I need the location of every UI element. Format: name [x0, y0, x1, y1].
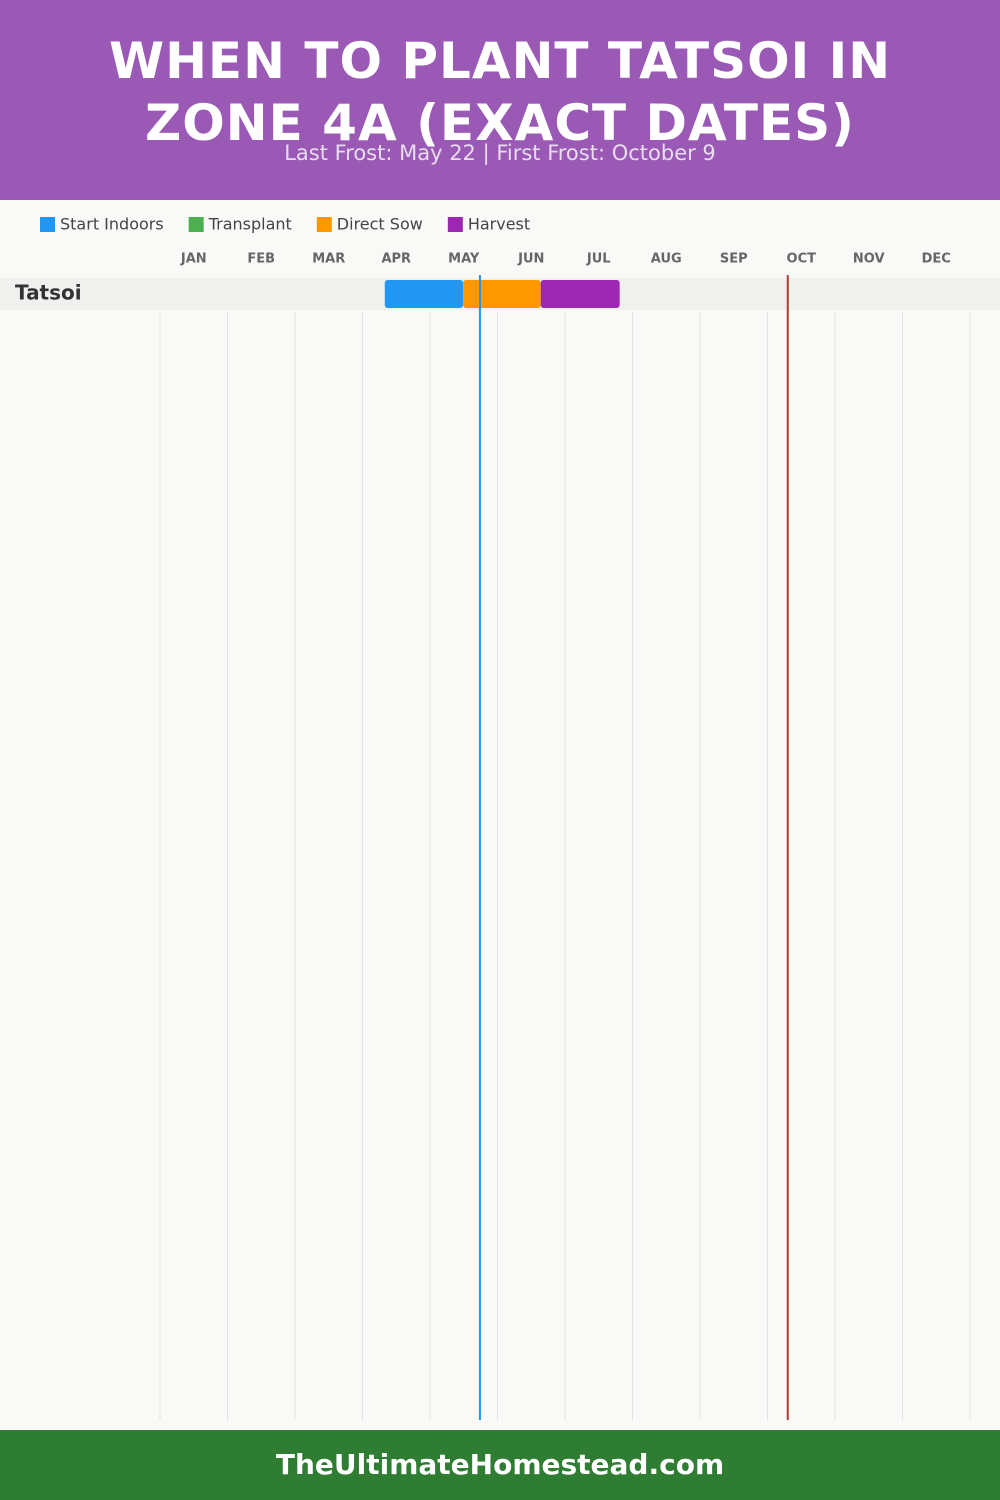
x-tick-label: APR [381, 252, 411, 267]
x-tick-label: JAN [180, 252, 207, 267]
x-tick-label: NOV [853, 252, 885, 267]
row-label: Tatsoi [15, 281, 82, 305]
chart-subtitle: Last Frost: May 22 | First Frost: Octobe… [284, 141, 716, 165]
bar-segment [540, 280, 620, 308]
header: WHEN TO PLANT TATSOI IN ZONE 4A (EXACT D… [0, 0, 1000, 200]
bar-segment [384, 280, 464, 308]
x-tick-label: MAR [312, 252, 345, 267]
legend-label: Transplant [208, 215, 292, 234]
chart-title: WHEN TO PLANT TATSOI IN ZONE 4A (EXACT D… [108, 32, 892, 152]
x-tick-label: JUL [586, 252, 611, 267]
x-tick-label: DEC [922, 252, 951, 267]
x-tick-label: JUN [517, 252, 544, 267]
footer: TheUltimateHomestead.com [0, 1430, 1000, 1500]
legend-label: Start Indoors [60, 215, 164, 234]
x-tick-label: AUG [651, 252, 682, 267]
bar-segment [463, 280, 541, 308]
legend-label: Direct Sow [337, 215, 423, 234]
legend-swatch [40, 217, 55, 232]
legend-swatch [316, 217, 332, 232]
x-tick-label: SEP [720, 252, 748, 267]
x-tick-label: OCT [787, 252, 817, 267]
x-tick-label: FEB [247, 252, 275, 267]
legend-swatch [188, 217, 204, 232]
x-tick-label: MAY [448, 252, 480, 267]
legend-swatch [447, 217, 463, 232]
chart: Start Indoors Transplant Direct Sow Harvest… [0, 215, 1000, 1420]
legend-label: Harvest [468, 215, 530, 234]
